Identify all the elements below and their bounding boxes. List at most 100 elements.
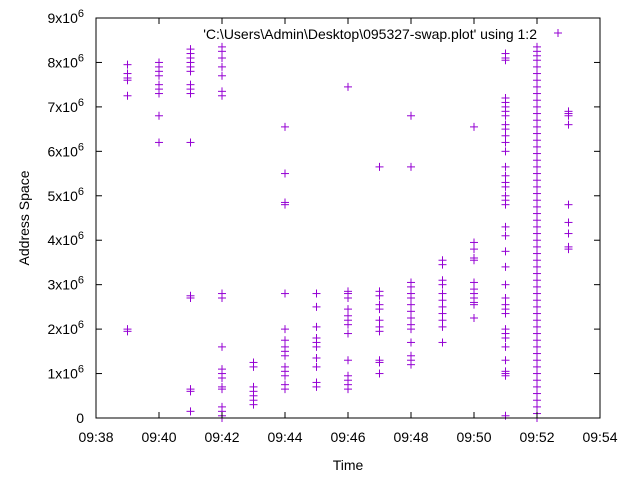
y-tick-label: 0 [76, 410, 84, 426]
data-point [438, 260, 447, 269]
y-tick-label: 3x106 [48, 275, 84, 293]
data-point [375, 358, 384, 367]
data-point [501, 309, 510, 318]
data-point [501, 356, 510, 365]
data-point [470, 122, 478, 131]
data-point [281, 325, 289, 334]
data-point [281, 351, 289, 360]
data-point [218, 62, 226, 71]
data-point [375, 327, 384, 336]
data-point [375, 369, 384, 378]
data-point [218, 71, 226, 80]
data-point [407, 325, 415, 334]
data-point [375, 291, 384, 300]
x-tick-label: 09:48 [393, 429, 428, 445]
data-point [438, 289, 447, 298]
data-point [281, 122, 289, 131]
data-point [470, 300, 478, 309]
data-point [186, 67, 195, 76]
data-point [218, 342, 226, 351]
data-point [533, 369, 541, 378]
data-point [186, 387, 195, 396]
data-point [533, 349, 541, 358]
data-point [501, 147, 510, 156]
y-tick-label: 2x106 [48, 319, 84, 337]
data-point [470, 314, 478, 322]
data-point [501, 411, 510, 420]
data-point [501, 182, 510, 191]
data-point [501, 111, 510, 120]
data-point [501, 200, 510, 209]
data-point [533, 329, 541, 338]
data-point [155, 111, 163, 120]
data-point [501, 371, 510, 380]
data-point [155, 71, 163, 80]
data-point [155, 138, 163, 147]
data-point [344, 356, 352, 365]
data-point [407, 162, 415, 171]
data-point [470, 245, 478, 254]
x-tick-label: 09:42 [204, 429, 239, 445]
data-point [344, 294, 352, 302]
data-point [281, 289, 289, 298]
y-tick-label: 8x106 [48, 52, 84, 70]
data-point [438, 322, 447, 331]
data-point [218, 54, 226, 62]
x-tick-label: 09:50 [456, 429, 491, 445]
data-point [123, 91, 132, 100]
y-tick-label: 6x106 [48, 141, 84, 159]
data-point [344, 82, 352, 91]
data-point [533, 389, 541, 398]
data-point [564, 229, 573, 238]
data-point [438, 280, 447, 289]
data-point [564, 200, 573, 209]
data-point [249, 362, 258, 371]
data-point [501, 231, 510, 240]
data-point [344, 385, 352, 394]
data-point [218, 385, 226, 394]
y-tick-label: 7x106 [48, 97, 84, 115]
data-point [501, 247, 510, 256]
data-point [501, 56, 510, 65]
data-point [312, 322, 321, 331]
x-axis-title: Time [333, 457, 364, 473]
data-point [501, 162, 510, 171]
data-point [312, 342, 321, 351]
legend-marker [554, 29, 562, 37]
data-point [249, 400, 258, 409]
data-point [375, 305, 384, 314]
data-point [186, 89, 195, 98]
x-tick-label: 09:40 [141, 429, 176, 445]
data-point [501, 262, 510, 271]
data-point [407, 300, 415, 309]
data-point [281, 169, 289, 178]
data-point [312, 362, 321, 371]
data-point [312, 382, 321, 391]
data-point [123, 327, 132, 336]
data-point [218, 91, 226, 100]
legend: 'C:\Users\Admin\Desktop\095327-swap.plot… [203, 26, 562, 42]
y-tick-label: 1x106 [48, 364, 84, 382]
data-point [438, 309, 447, 318]
x-tick-label: 09:44 [267, 429, 302, 445]
data-point [564, 111, 573, 120]
y-tick-label: 4x106 [48, 230, 84, 248]
data-point [533, 62, 541, 71]
y-axis: 0 1x106 2x106 3x106 4x106 5x106 6x106 7x106 8x10… [48, 8, 600, 426]
data-point [564, 218, 573, 227]
y-axis-title: Address Space [16, 170, 32, 265]
data-point [218, 374, 226, 382]
data-point [407, 111, 415, 120]
legend-label: 'C:\Users\Admin\Desktop\095327-swap.plot… [203, 26, 537, 42]
y-tick-label: 9x106 [48, 8, 84, 26]
data-point [501, 280, 510, 289]
data-point [312, 302, 321, 311]
data-point [186, 138, 195, 147]
x-tick-label: 09:46 [330, 429, 365, 445]
data-point [533, 309, 541, 318]
data-point [533, 249, 541, 258]
x-tick-label: 09:54 [582, 429, 617, 445]
data-point [533, 102, 541, 111]
data-point [123, 60, 132, 69]
data-point [407, 360, 415, 369]
